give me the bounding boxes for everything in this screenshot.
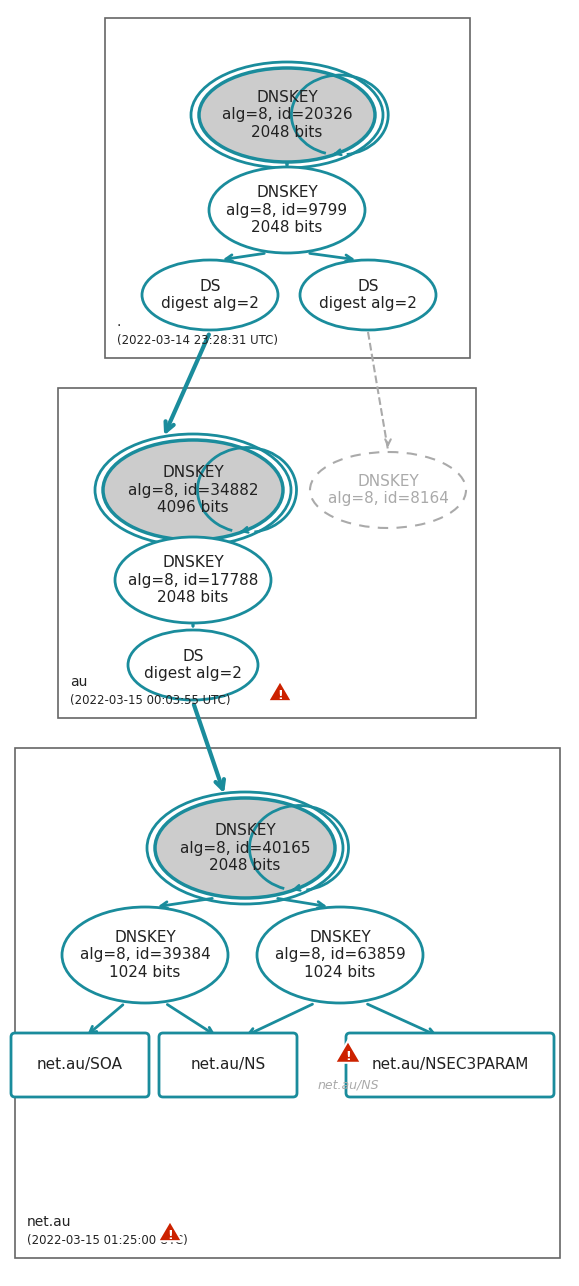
Text: DNSKEY
alg=8, id=34882
4096 bits: DNSKEY alg=8, id=34882 4096 bits (128, 466, 258, 514)
Text: DNSKEY
alg=8, id=63859
1024 bits: DNSKEY alg=8, id=63859 1024 bits (274, 930, 405, 980)
Text: DNSKEY
alg=8, id=17788
2048 bits: DNSKEY alg=8, id=17788 2048 bits (128, 556, 258, 604)
Polygon shape (335, 1040, 361, 1062)
Text: net.au/NSEC3PARAM: net.au/NSEC3PARAM (371, 1057, 529, 1073)
Ellipse shape (199, 68, 375, 162)
Ellipse shape (103, 440, 283, 540)
Ellipse shape (257, 907, 423, 1003)
Bar (105, 18, 470, 358)
Text: DNSKEY
alg=8, id=9799
2048 bits: DNSKEY alg=8, id=9799 2048 bits (226, 185, 347, 235)
Ellipse shape (115, 538, 271, 622)
Text: (2022-03-15 01:25:00 UTC): (2022-03-15 01:25:00 UTC) (27, 1235, 188, 1247)
Text: net.au/NS: net.au/NS (317, 1079, 379, 1092)
Text: DS
digest alg=2: DS digest alg=2 (319, 279, 417, 311)
FancyBboxPatch shape (159, 1033, 297, 1097)
Text: !: ! (345, 1049, 351, 1062)
Ellipse shape (142, 260, 278, 331)
Text: !: ! (277, 689, 283, 702)
Polygon shape (158, 1220, 182, 1241)
Ellipse shape (300, 260, 436, 331)
Bar (15, 748, 560, 1258)
Ellipse shape (128, 630, 258, 700)
Text: net.au/SOA: net.au/SOA (37, 1057, 123, 1073)
Text: DS
digest alg=2: DS digest alg=2 (144, 649, 242, 682)
Text: !: ! (167, 1228, 173, 1242)
Ellipse shape (155, 799, 335, 898)
Text: DNSKEY
alg=8, id=8164: DNSKEY alg=8, id=8164 (328, 473, 449, 507)
Ellipse shape (310, 451, 466, 529)
Text: (2022-03-15 00:03:55 UTC): (2022-03-15 00:03:55 UTC) (70, 694, 230, 707)
FancyBboxPatch shape (11, 1033, 149, 1097)
Polygon shape (268, 680, 292, 701)
Text: net.au: net.au (27, 1215, 71, 1229)
Text: DNSKEY
alg=8, id=40165
2048 bits: DNSKEY alg=8, id=40165 2048 bits (179, 823, 310, 873)
Text: DNSKEY
alg=8, id=20326
2048 bits: DNSKEY alg=8, id=20326 2048 bits (222, 90, 352, 140)
Text: net.au/NS: net.au/NS (190, 1057, 266, 1073)
Text: .: . (117, 315, 122, 329)
Ellipse shape (62, 907, 228, 1003)
Text: DS
digest alg=2: DS digest alg=2 (161, 279, 259, 311)
Text: au: au (70, 675, 87, 689)
Ellipse shape (209, 167, 365, 253)
Text: DNSKEY
alg=8, id=39384
1024 bits: DNSKEY alg=8, id=39384 1024 bits (80, 930, 210, 980)
Text: (2022-03-14 23:28:31 UTC): (2022-03-14 23:28:31 UTC) (117, 334, 278, 347)
FancyBboxPatch shape (346, 1033, 554, 1097)
Bar (58, 388, 476, 718)
